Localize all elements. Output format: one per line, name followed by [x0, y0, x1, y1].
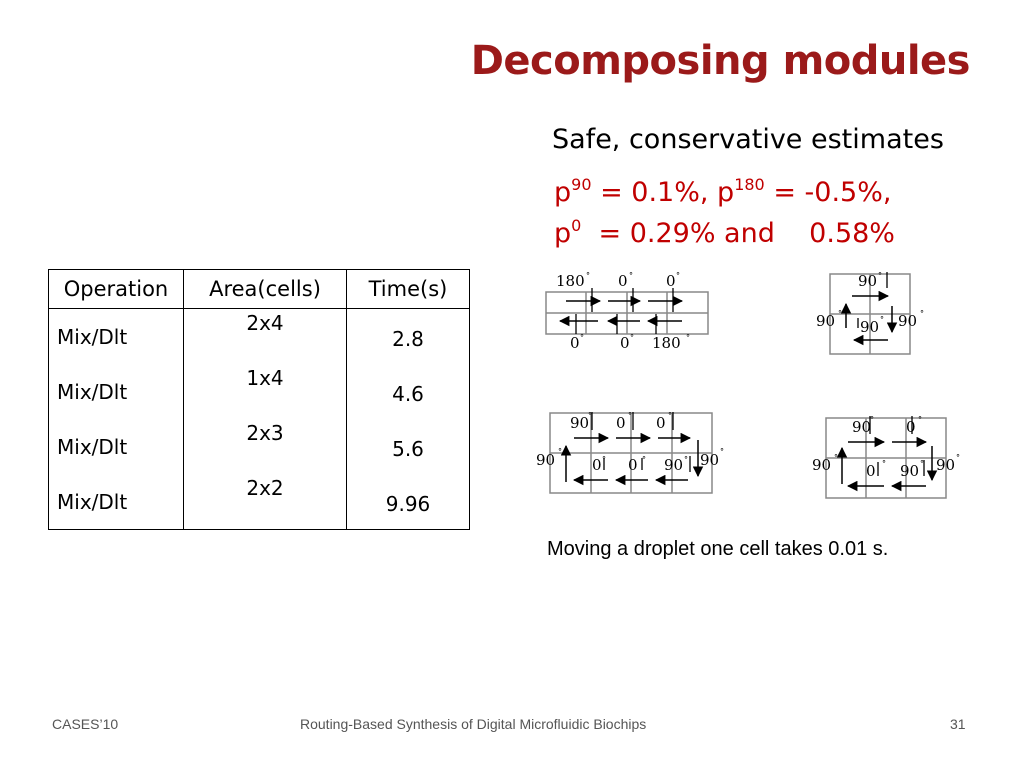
svg-text:°: ° [558, 447, 562, 456]
footer-conference: CASES’10 [52, 716, 119, 732]
superscript-180: 180 [734, 175, 765, 194]
module-2x4-diagram: 180 0 0 0 0 180 ° ° ° ° ° ° [545, 271, 709, 352]
module-2x2-diagram: 90 0 90 0 90 90 ° ° ° ° ° ° [812, 415, 960, 499]
svg-text:°: ° [629, 271, 633, 280]
svg-text:°: ° [668, 411, 672, 420]
angle-label: 90 [536, 451, 555, 469]
estimate-180-value: = -0.5%, [764, 177, 892, 208]
svg-text:°: ° [838, 309, 842, 318]
table-row: Mix/Dlt 2x4 2.8 [48, 308, 470, 364]
svg-text:°: ° [870, 415, 874, 424]
angle-label: 0 [866, 462, 876, 480]
estimate-line-2: p0 = 0.29% and 0.58% [554, 216, 895, 250]
operation-cell: Mix/Dlt [48, 419, 184, 474]
angle-label: 0 [620, 334, 630, 352]
angle-label: 0 [616, 414, 626, 432]
table-row: Mix/Dlt 1x4 4.6 [48, 364, 470, 419]
angle-label: 90 [900, 462, 919, 480]
estimate-line-1: p90 = 0.1%, p180 = -0.5%, [554, 175, 892, 209]
table-row: Mix/Dlt 2x2 9.96 [48, 474, 470, 530]
svg-text:°: ° [628, 411, 632, 420]
table-row: Mix/Dlt 2x3 5.6 [48, 419, 470, 474]
area-cell: 2x4 [183, 308, 347, 364]
svg-text:°: ° [956, 453, 960, 462]
table-header-row: Operation Area(cells) Time(s) [48, 269, 470, 309]
angle-label: 90 [858, 272, 877, 290]
angle-label: 90 [936, 456, 955, 474]
p-symbol: p [554, 218, 572, 249]
estimate-0-value: = 0.29% and 0.58% [581, 218, 895, 249]
svg-text:°: ° [918, 415, 922, 424]
svg-text:°: ° [882, 459, 886, 468]
angle-label: 90 [816, 312, 835, 330]
slide-title: Decomposing modules [470, 38, 971, 84]
area-cell: 1x4 [183, 364, 347, 419]
angle-label: 90 [700, 451, 719, 469]
area-cell: 2x3 [183, 419, 347, 474]
angle-label: 0 [666, 272, 676, 290]
angle-label: 90 [898, 312, 917, 330]
footer-paper-title: Routing-Based Synthesis of Digital Micro… [300, 716, 647, 732]
header-operation: Operation [48, 269, 184, 309]
svg-text:°: ° [920, 459, 924, 468]
estimate-90-value: = 0.1%, p [591, 177, 735, 208]
header-area: Area(cells) [183, 269, 347, 309]
caption: Moving a droplet one cell takes 0.01 s. [547, 538, 889, 560]
angle-label: 0 [618, 272, 628, 290]
angle-label: 90 [852, 418, 871, 436]
svg-text:°: ° [588, 411, 592, 420]
angle-label: 90 [664, 456, 683, 474]
angle-label: 0 [592, 456, 602, 474]
subtitle: Safe, conservative estimates [552, 124, 944, 155]
time-cell: 5.6 [346, 419, 470, 474]
angle-label: 180 [556, 272, 585, 290]
svg-text:°: ° [642, 455, 646, 464]
area-cell: 2x2 [183, 474, 347, 530]
operation-cell: Mix/Dlt [48, 364, 184, 419]
angle-label: 0 [656, 414, 666, 432]
angle-label: 90 [860, 318, 879, 336]
svg-text:°: ° [684, 455, 688, 464]
p-symbol: p [554, 177, 572, 208]
operation-cell: Mix/Dlt [48, 474, 184, 530]
module-2x2-small-diagram: 90 90 90 90 ° ° ° ° [816, 271, 924, 355]
module-2x3-diagram: 90 0 0 90 0 0 90 90 ° ° ° ° ° ° ° ° [536, 411, 724, 494]
svg-text:°: ° [878, 271, 882, 280]
svg-text:°: ° [630, 333, 634, 342]
operations-table: Operation Area(cells) Time(s) Mix/Dlt 2x… [48, 269, 470, 530]
header-time: Time(s) [346, 269, 470, 309]
superscript-0: 0 [571, 216, 582, 235]
angle-label: 0 [570, 334, 580, 352]
time-cell: 2.8 [346, 308, 470, 364]
angle-label: 180 [652, 334, 681, 352]
time-cell: 4.6 [346, 364, 470, 419]
svg-text:°: ° [880, 315, 884, 324]
angle-label: 0 [906, 418, 916, 436]
svg-text:°: ° [580, 333, 584, 342]
svg-text:°: ° [686, 333, 690, 342]
angle-label: 90 [812, 456, 831, 474]
svg-text:°: ° [586, 271, 590, 280]
time-cell: 9.96 [346, 474, 470, 530]
angle-label: 90 [570, 414, 589, 432]
superscript-90: 90 [571, 175, 592, 194]
footer-page-number: 31 [950, 716, 966, 732]
operation-cell: Mix/Dlt [48, 308, 184, 364]
svg-text:°: ° [720, 447, 724, 456]
svg-text:°: ° [834, 453, 838, 462]
svg-text:°: ° [920, 309, 924, 318]
angle-label: 0 [628, 456, 638, 474]
svg-text:°: ° [602, 455, 606, 464]
svg-text:°: ° [676, 271, 680, 280]
